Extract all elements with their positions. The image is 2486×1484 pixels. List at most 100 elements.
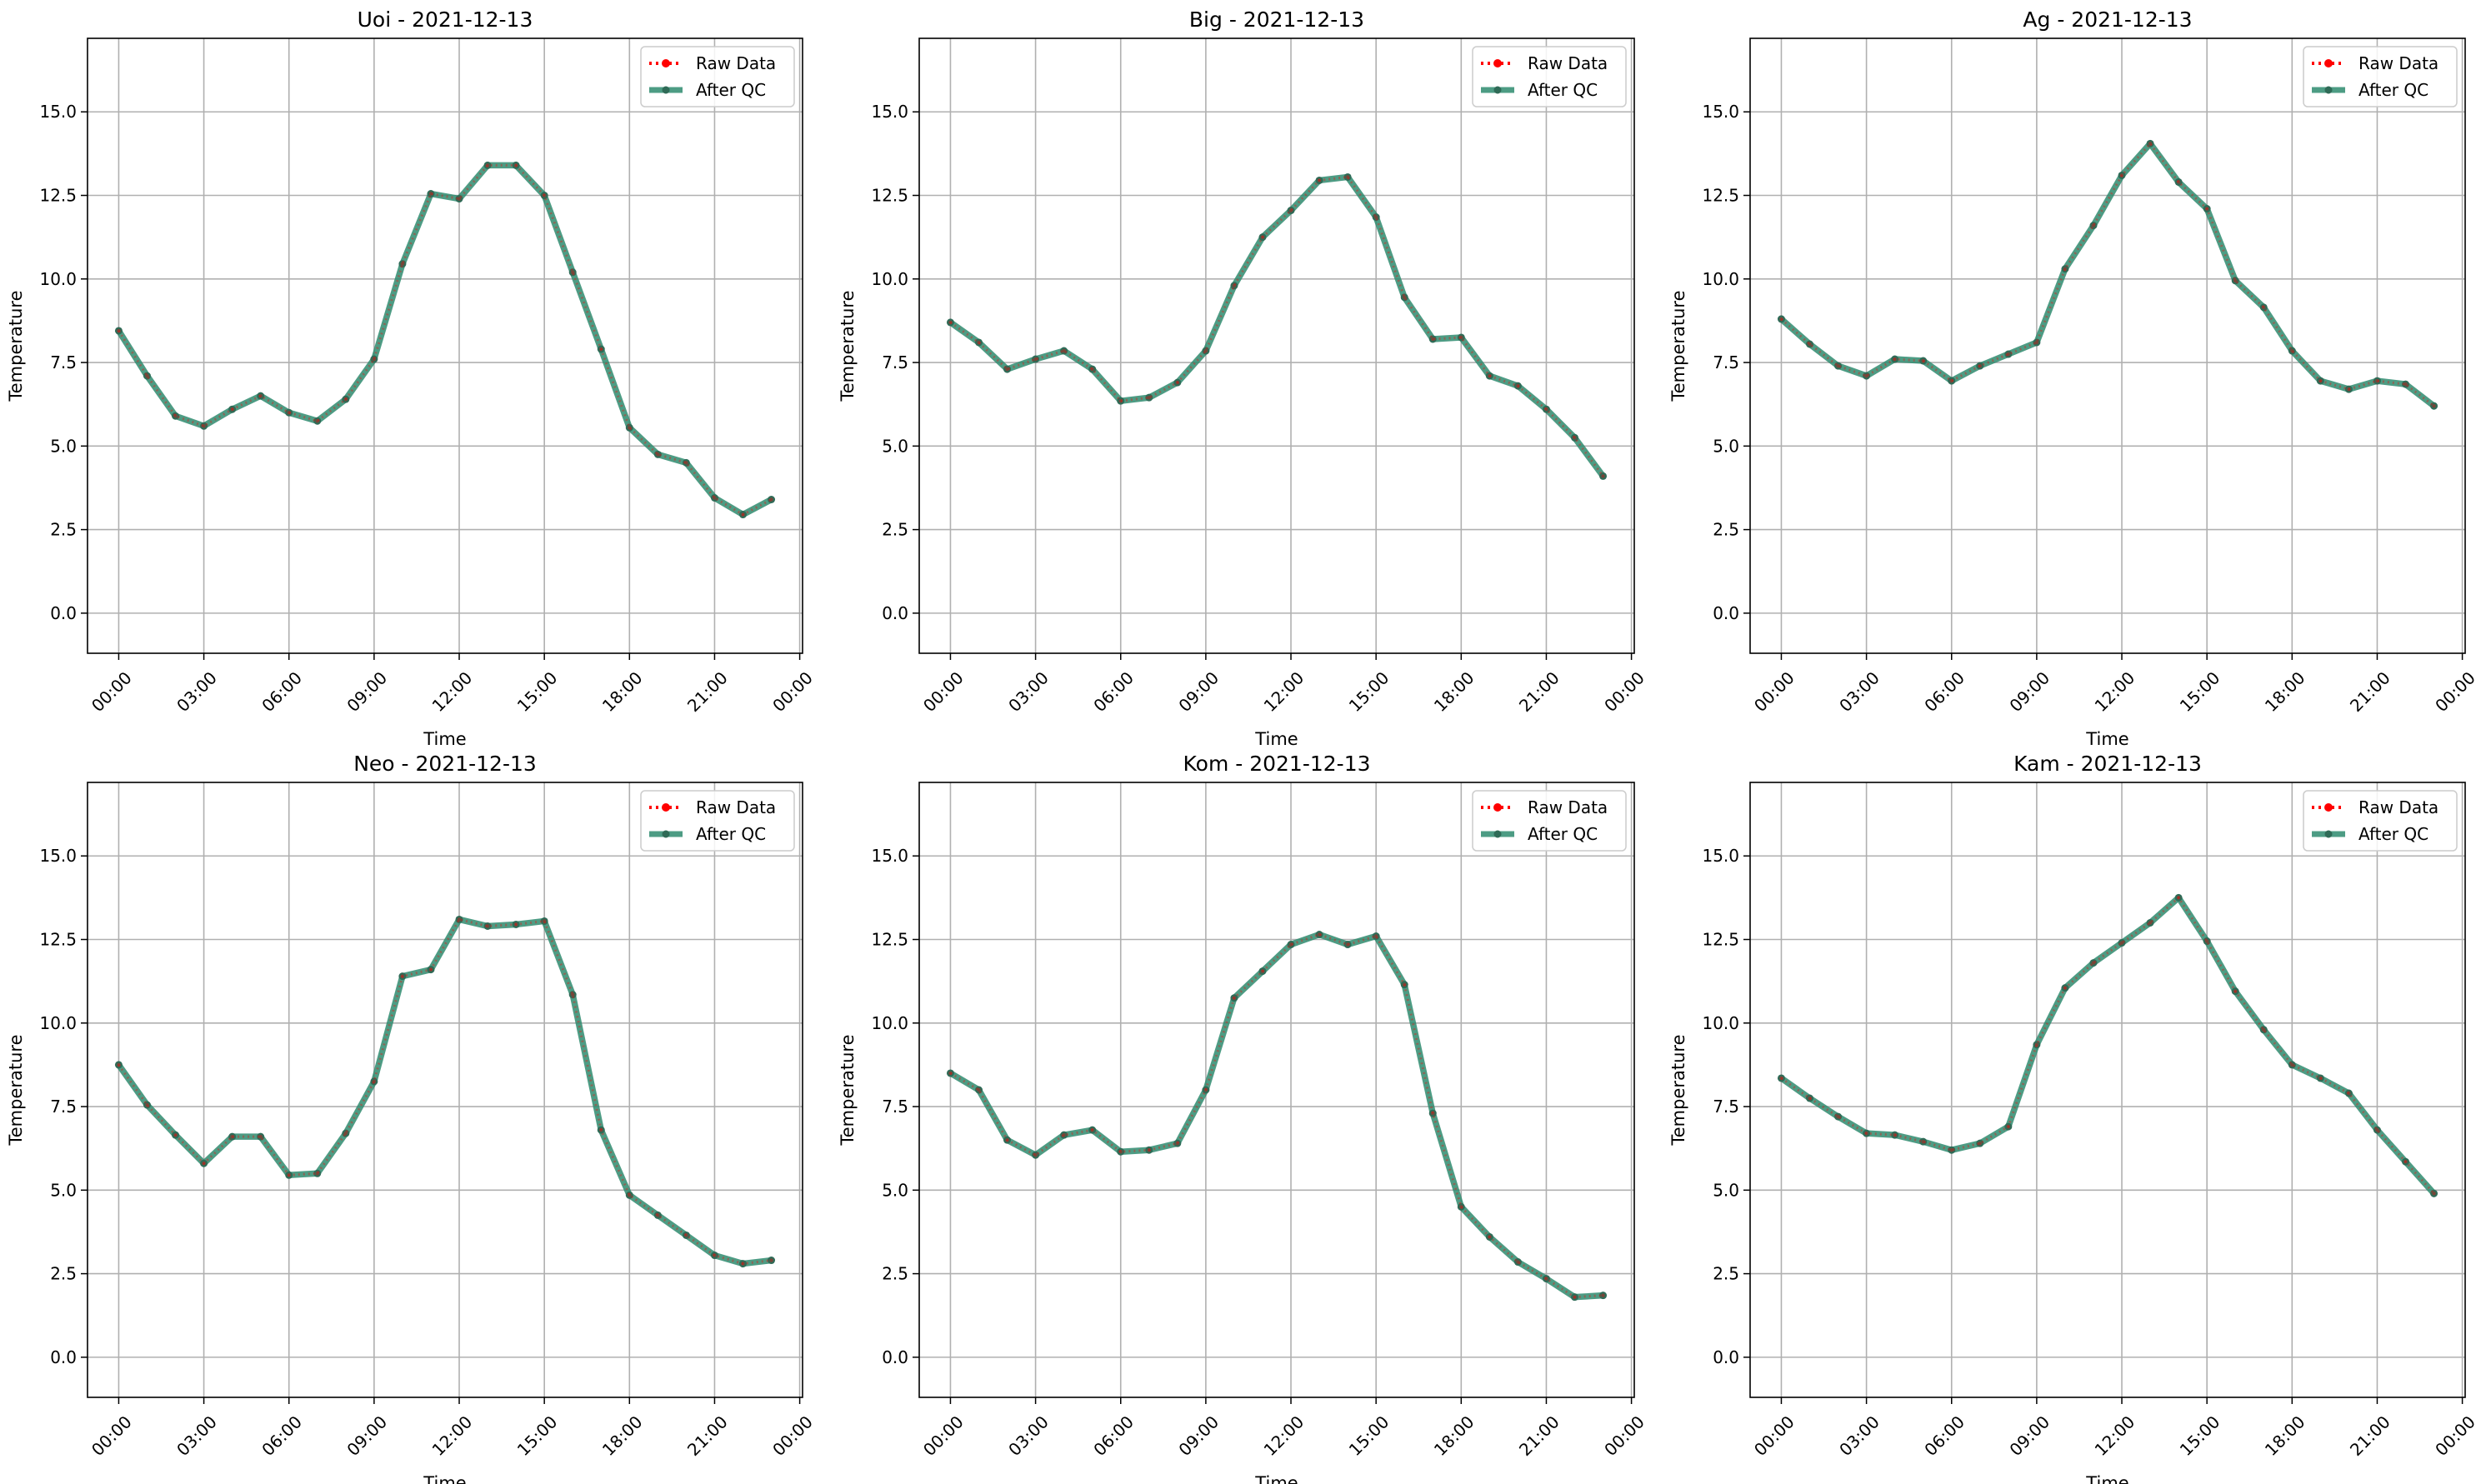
after-qc-point <box>1428 335 1437 343</box>
after-qc-point <box>1806 1094 1813 1102</box>
after-qc-point <box>1976 362 1984 370</box>
x-tick-label: 03:00 <box>1835 1412 1883 1460</box>
x-tick-label: 06:00 <box>258 1412 306 1460</box>
plot-frame <box>918 37 1635 654</box>
after-qc-point <box>1258 233 1267 242</box>
after-qc-point <box>975 338 983 347</box>
raw-data-point <box>485 924 490 928</box>
after-qc-point <box>2344 385 2353 393</box>
after-qc-point <box>1599 472 1608 480</box>
legend-label-qc: After QC <box>1528 824 1598 844</box>
raw-data-point <box>1403 982 1407 987</box>
x-tick-label: 00:00 <box>1750 1412 1798 1460</box>
raw-data-point <box>2347 1091 2351 1096</box>
chart-panel: Uoi - 2021-12-13 00:00 03:00 06:00 09:00 12:0… <box>6 7 817 749</box>
y-tick-label: 2.5 <box>882 520 908 540</box>
legend-raw-marker <box>2324 59 2333 67</box>
raw-data-point <box>1431 337 1435 342</box>
raw-data-point <box>145 1102 149 1107</box>
after-qc-point <box>512 920 520 928</box>
x-tick-label: 15:00 <box>513 667 562 716</box>
after-qc-point <box>1145 1146 1153 1154</box>
raw-data-line <box>1780 896 2435 1195</box>
after-qc-point <box>1919 1137 1928 1146</box>
x-tick-label: 12:00 <box>2091 1412 2139 1460</box>
after-qc-point <box>1976 1139 1984 1147</box>
after-qc-point <box>200 1159 208 1167</box>
raw-data-point <box>1203 1087 1208 1092</box>
x-axis-label: Time <box>423 729 466 749</box>
raw-data-point <box>230 1134 234 1139</box>
plot-frame <box>918 782 1635 1398</box>
x-tick-label: 06:00 <box>258 667 306 716</box>
after-qc-point <box>597 1126 605 1134</box>
raw-data-point <box>684 461 688 465</box>
after-qc-point <box>1088 1126 1097 1134</box>
legend-raw-marker <box>2324 803 2333 812</box>
raw-data-point <box>2290 348 2294 353</box>
after-qc-point <box>114 1061 123 1069</box>
after-qc-point <box>1315 176 1323 184</box>
after-qc-line <box>948 173 1606 478</box>
raw-data-point <box>1836 363 1840 368</box>
x-tick-label: 21:00 <box>1515 667 1563 716</box>
after-qc-point <box>1891 1131 1899 1139</box>
x-tick-label: 21:00 <box>2346 1412 2394 1460</box>
after-qc-point <box>2118 171 2126 179</box>
after-qc-line <box>116 916 772 1267</box>
raw-data-point <box>2403 1160 2408 1164</box>
after-qc-point <box>625 423 633 432</box>
y-tick-label: 15.0 <box>871 846 908 866</box>
after-qc-point <box>710 493 718 502</box>
after-qc-point <box>2231 277 2239 285</box>
legend-label-qc: After QC <box>696 80 766 100</box>
raw-data-point <box>1373 934 1378 938</box>
after-qc-point <box>342 1129 350 1137</box>
raw-data-point <box>1260 235 1265 239</box>
raw-data-point <box>258 1134 263 1139</box>
after-qc-point <box>2033 1041 2041 1049</box>
raw-data-point <box>2006 1124 2011 1129</box>
after-qc-point <box>710 1252 718 1260</box>
legend: Raw Data After QC <box>640 46 795 107</box>
after-qc-point <box>2118 939 2126 947</box>
y-tick-label: 2.5 <box>1713 1264 1739 1284</box>
raw-data-point <box>1090 367 1094 372</box>
after-qc-point <box>1834 362 1843 370</box>
x-tick-label: 18:00 <box>1430 667 1478 716</box>
after-qc-point <box>257 392 265 400</box>
legend-qc-marker <box>2324 830 2333 838</box>
raw-data-point <box>1978 363 1982 368</box>
raw-data-point <box>1893 357 1897 362</box>
series-after-qc <box>114 915 776 1268</box>
after-qc-point <box>342 395 350 403</box>
after-qc-point <box>568 991 577 999</box>
raw-data-point <box>1345 942 1350 947</box>
raw-data-point <box>977 340 981 345</box>
x-tick-label: 18:00 <box>2261 667 2309 716</box>
raw-data-point <box>2176 896 2181 900</box>
after-qc-point <box>2033 338 2041 347</box>
x-tick-label: 03:00 <box>173 1412 221 1460</box>
raw-data-point <box>2091 223 2096 227</box>
after-qc-point <box>2288 1061 2296 1069</box>
x-tick-label: 15:00 <box>513 1412 562 1460</box>
raw-data-point <box>2063 986 2068 990</box>
after-qc-point <box>483 922 492 930</box>
y-tick-label: 7.5 <box>50 352 77 372</box>
after-qc-point <box>540 917 548 925</box>
after-qc-point <box>1834 1112 1843 1121</box>
after-qc-point <box>313 417 322 425</box>
after-qc-point <box>768 1257 776 1265</box>
after-qc-point <box>1863 1129 1871 1137</box>
after-qc-point <box>455 195 463 203</box>
y-tick-label: 2.5 <box>882 1264 908 1284</box>
x-tick-label: 12:00 <box>428 1412 477 1460</box>
y-tick-label: 0.0 <box>882 603 908 623</box>
x-tick-label: 12:00 <box>1260 667 1308 716</box>
legend-label-raw: Raw Data <box>696 53 776 73</box>
after-qc-point <box>2004 350 2013 358</box>
after-qc-point <box>1287 207 1295 215</box>
raw-data-point <box>1288 942 1293 947</box>
raw-data-point <box>769 1258 773 1262</box>
